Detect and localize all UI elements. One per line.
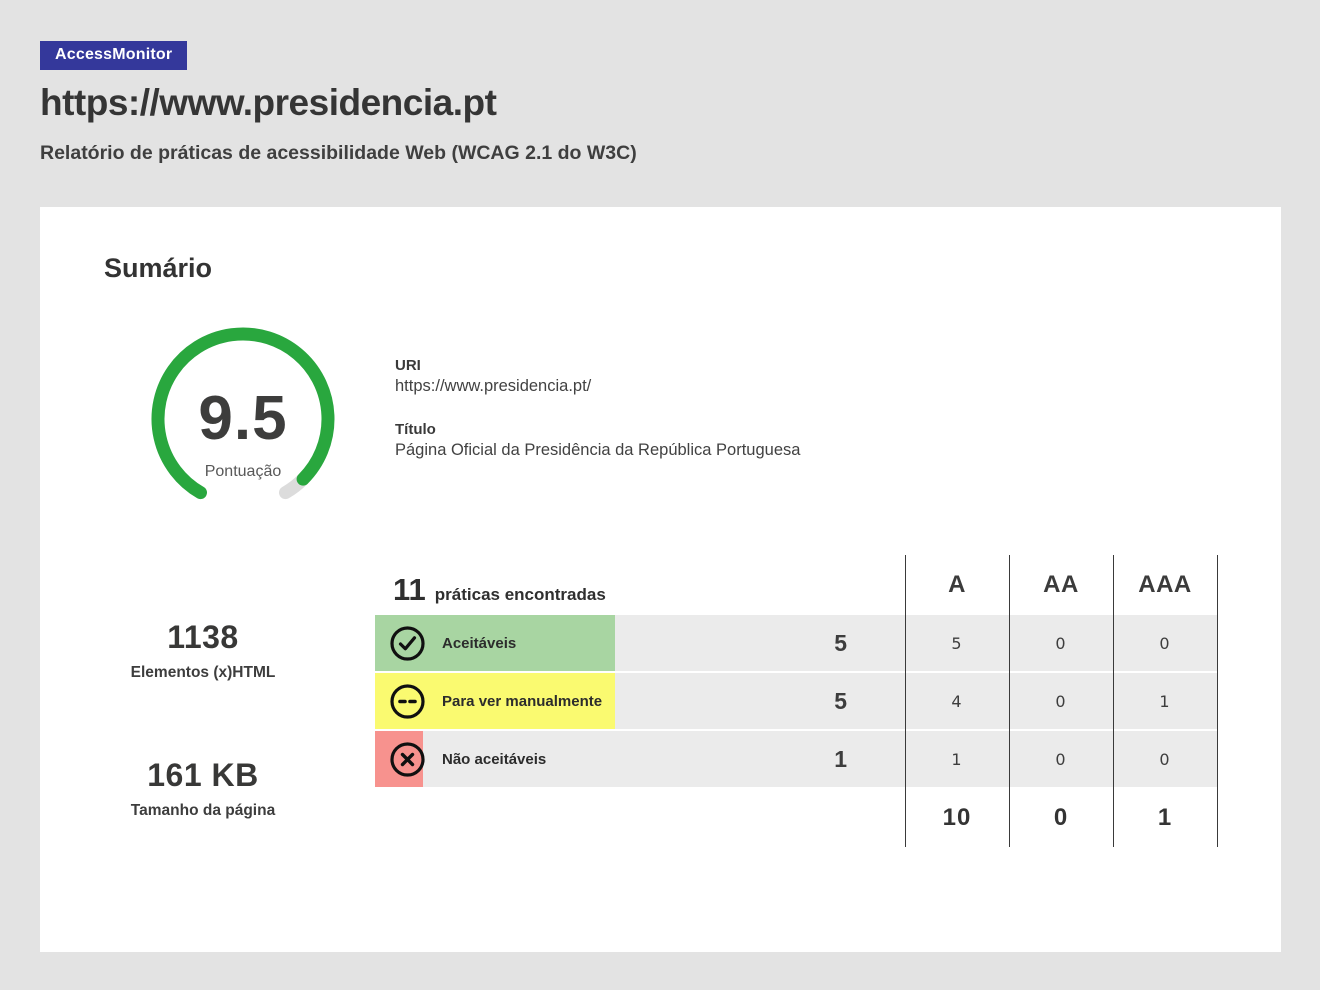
score-label: Pontuação [204, 463, 282, 480]
summary-card: Sumário 9.5 Pontuação URI https://www.pr… [40, 207, 1281, 952]
stat-page-size: 161 KB Tamanho da página [63, 757, 343, 820]
practice-total: 1 [834, 745, 847, 772]
practice-total: 5 [834, 687, 847, 714]
x-circle-icon [389, 741, 426, 778]
practice-label: Para ver manualmente [442, 692, 603, 710]
table-rule-4 [1217, 555, 1218, 847]
level-header-a: A [948, 571, 966, 598]
level-cell: 0 [1009, 673, 1113, 729]
accessmonitor-badge: AccessMonitor [40, 41, 188, 70]
uri-label: URI [395, 357, 421, 374]
level-cell: 0 [1113, 615, 1217, 671]
found-label: práticas encontradas [434, 585, 606, 604]
totals-spacer [375, 789, 905, 847]
dash-circle-icon [389, 683, 426, 720]
title-info: Título Página Oficial da Presidência da … [395, 421, 800, 460]
title-label: Título [395, 421, 436, 438]
table-row: Não aceitáveis 1 1 0 0 [375, 731, 1217, 787]
stat-page-size-value: 161 KB [147, 757, 259, 793]
stat-elements-label: Elementos (x)HTML [130, 664, 276, 681]
table-row: Aceitáveis 5 5 0 0 [375, 615, 1217, 671]
practices-table: 11 práticas encontradas A AA AAA Aceitáv… [375, 555, 1218, 847]
level-header-aaa: AAA [1138, 571, 1192, 598]
score-gauge: 9.5 Pontuação [100, 323, 386, 523]
check-circle-icon [389, 625, 426, 662]
table-rule-3 [1113, 555, 1114, 847]
level-cell: 0 [1009, 731, 1113, 787]
practice-row-main: Para ver manualmente 5 [375, 673, 905, 729]
level-cell: 0 [1113, 731, 1217, 787]
title-value: Página Oficial da Presidência da Repúbli… [395, 441, 801, 459]
summary-section-title: Sumário [104, 253, 213, 283]
practice-row-main: Não aceitáveis 1 [375, 731, 905, 787]
page-title: https://www.presidencia.pt [40, 82, 497, 123]
level-cell: 0 [1009, 615, 1113, 671]
table-rule-1 [905, 555, 906, 847]
total-aaa: 1 [1157, 804, 1173, 831]
total-a: 10 [942, 804, 972, 831]
page-subtitle: Relatório de práticas de acessibilidade … [40, 142, 637, 164]
stat-elements-value: 1138 [167, 619, 239, 655]
table-header-row: 11 práticas encontradas A AA AAA [375, 555, 1217, 615]
table-row: Para ver manualmente 5 4 0 1 [375, 673, 1217, 729]
uri-info: URI https://www.presidencia.pt/ [395, 357, 800, 396]
table-totals-row: 10 0 1 [375, 789, 1217, 847]
practice-row-main: Aceitáveis 5 [375, 615, 905, 671]
practice-label: Aceitáveis [442, 634, 517, 652]
found-practices-header: 11 práticas encontradas [375, 555, 905, 615]
level-cell: 1 [905, 731, 1009, 787]
level-cell: 1 [1113, 673, 1217, 729]
score-value: 9.5 [198, 384, 288, 453]
found-count: 11 [393, 572, 426, 607]
level-header-aa: AA [1043, 571, 1079, 598]
table-rule-2 [1009, 555, 1010, 847]
page-info: URI https://www.presidencia.pt/ Título P… [395, 357, 800, 460]
stat-elements: 1138 Elementos (x)HTML [63, 619, 343, 682]
practice-rows: Aceitáveis 5 5 0 0 Para ver manualmente … [375, 615, 1217, 787]
score-gauge-arc [151, 327, 335, 500]
practice-label: Não aceitáveis [442, 750, 547, 768]
level-cell: 4 [905, 673, 1009, 729]
uri-value: https://www.presidencia.pt/ [395, 377, 592, 395]
total-aa: 0 [1053, 804, 1069, 831]
stat-page-size-label: Tamanho da página [130, 802, 276, 819]
practice-total: 5 [834, 629, 847, 656]
level-cell: 5 [905, 615, 1009, 671]
